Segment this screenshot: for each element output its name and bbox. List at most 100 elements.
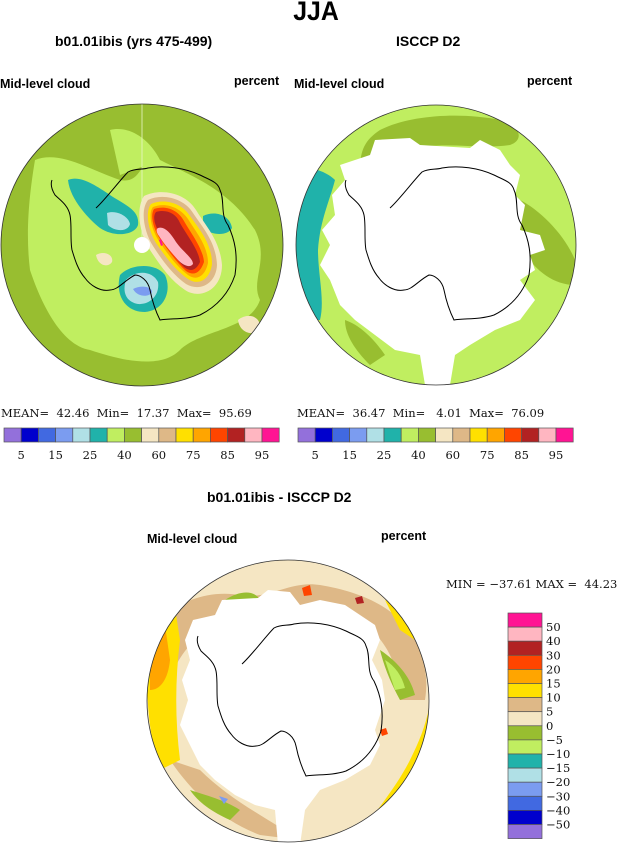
colorbar-tick-label: 40 <box>546 634 561 648</box>
colorbar-tick-label: 50 <box>546 620 561 634</box>
colorbar-box <box>55 427 74 443</box>
units-label-model: percent <box>234 74 280 88</box>
colorbar-box <box>555 427 574 443</box>
contour-fill-blue <box>133 286 152 296</box>
colorbar-box <box>452 427 471 443</box>
colorbar-box <box>210 427 228 443</box>
colorbar-tick-label: −40 <box>546 803 570 817</box>
panel-title-diff: b01.01ibis - ISCCP D2 <box>207 489 352 505</box>
colorbar-tick-label: 95 <box>255 448 270 462</box>
colorbar-box <box>469 427 488 443</box>
colorbar-box <box>297 427 316 443</box>
colorbar-tick-label: 75 <box>186 448 201 462</box>
contour-fill-neg5-0 <box>190 592 415 820</box>
colorbar-tick-label: 5 <box>18 448 25 462</box>
stat-max-label: Max= <box>469 406 504 420</box>
obs-missing-data <box>320 138 545 385</box>
colorbar-tick-label: 15 <box>546 677 561 691</box>
antarctica-coastline-diff <box>196 622 383 777</box>
colorbar-box <box>332 427 350 443</box>
colorbar-tick-label: −20 <box>546 775 570 789</box>
colorbar-box <box>521 427 540 443</box>
colorbar-box <box>3 427 22 443</box>
stats-diff: MIN = −37.61 MAX = 44.23 <box>446 577 617 591</box>
colorbar-box <box>261 427 280 443</box>
units-label-diff: percent <box>381 529 427 543</box>
colorbar-box <box>72 427 91 443</box>
colorbar-box <box>435 427 454 443</box>
colorbar-box <box>507 824 543 839</box>
colorbar-tick-label: −50 <box>546 818 570 832</box>
stat-max-value: 95.69 <box>218 406 252 420</box>
colorbar-box <box>418 427 436 443</box>
colorbar-box <box>507 725 543 741</box>
colorbar-box <box>507 697 543 713</box>
stat-min-value: −37.61 <box>489 577 532 591</box>
contour-fill-warm-95 <box>156 227 193 267</box>
colorbar-tick-label: 5 <box>546 705 553 719</box>
colorbar-tick-label: 15 <box>342 448 357 462</box>
colorbar-box <box>486 427 505 443</box>
colorbar-tick-label: 0 <box>546 719 553 733</box>
contour-fill-max <box>159 239 163 246</box>
contour-fill-warm-90 <box>154 211 200 270</box>
panel-title-obs: ISCCP D2 <box>396 33 461 49</box>
colorbar-box <box>383 427 402 443</box>
colorbar-box <box>106 427 125 443</box>
colorbar-tick-label: 40 <box>117 448 132 462</box>
colorbar-tick-label: −5 <box>546 733 563 747</box>
colorbar-box <box>141 427 160 443</box>
colorbar-tick-label: −30 <box>546 789 570 803</box>
stat-max-value: 76.09 <box>511 406 545 420</box>
panel-title-model: b01.01ibis (yrs 475-499) <box>55 33 213 49</box>
colorbar-box <box>507 767 543 783</box>
colorbar-model: 5 15 25 40 60 75 85 95 <box>3 427 280 462</box>
colorbar-box <box>507 711 543 727</box>
stat-min-value: 4.01 <box>436 406 462 420</box>
colorbar-tick-label: 40 <box>411 448 426 462</box>
colorbar-tick-label: 60 <box>151 448 166 462</box>
colorbar-box <box>366 427 385 443</box>
colorbar-tick-label: 85 <box>220 448 235 462</box>
diff-missing-data <box>180 590 385 842</box>
colorbar-box <box>538 427 557 443</box>
variable-label-obs: Mid-level cloud <box>294 77 385 91</box>
colorbar-box <box>400 427 419 443</box>
variable-label-diff: Mid-level cloud <box>147 532 238 546</box>
stat-max-label: Max= <box>176 406 212 420</box>
colorbar-box <box>507 626 543 642</box>
colorbar-box <box>507 640 543 656</box>
colorbar-box <box>89 427 108 443</box>
stat-max-label: MAX = <box>535 577 578 591</box>
colorbar-tick-label: 10 <box>546 691 561 705</box>
stats-obs: MEAN= 36.47 Min= 4.01 Max= 76.09 <box>297 406 544 420</box>
stats-model: MEAN= 42.46 Min= 17.37 Max= 95.69 <box>1 406 252 420</box>
colorbar-box <box>192 427 211 443</box>
contour-fill-pos-red <box>355 596 364 604</box>
stat-mean-label: MEAN= <box>1 406 50 420</box>
colorbar-tick-label: −10 <box>546 747 570 761</box>
colorbar-box <box>507 781 543 797</box>
colorbar-tick-label: 5 <box>312 448 319 462</box>
colorbar-box <box>507 654 543 670</box>
variable-label-model: Mid-level cloud <box>0 77 91 91</box>
colorbar-tick-label: 15 <box>48 448 63 462</box>
colorbar-tick-label: 95 <box>549 448 564 462</box>
stat-min-label: MIN = <box>446 577 486 591</box>
colorbar-box <box>175 427 194 443</box>
antarctica-coastline <box>50 166 237 321</box>
colorbar-box <box>314 427 333 443</box>
colorbar-box <box>507 753 543 769</box>
colorbar-tick-label: 25 <box>83 448 98 462</box>
contour-fill-teal <box>296 168 335 320</box>
colorbar-tick-label: 85 <box>514 448 529 462</box>
contour-fill-60-region <box>96 252 261 334</box>
colorbar-tick-label: 60 <box>445 448 460 462</box>
stat-mean-value: 36.47 <box>352 406 386 420</box>
colorbar-box <box>227 427 246 443</box>
stat-mean-value: 42.46 <box>56 406 90 420</box>
colorbar-tick-label: −15 <box>546 761 570 775</box>
colorbar-box <box>38 427 56 443</box>
